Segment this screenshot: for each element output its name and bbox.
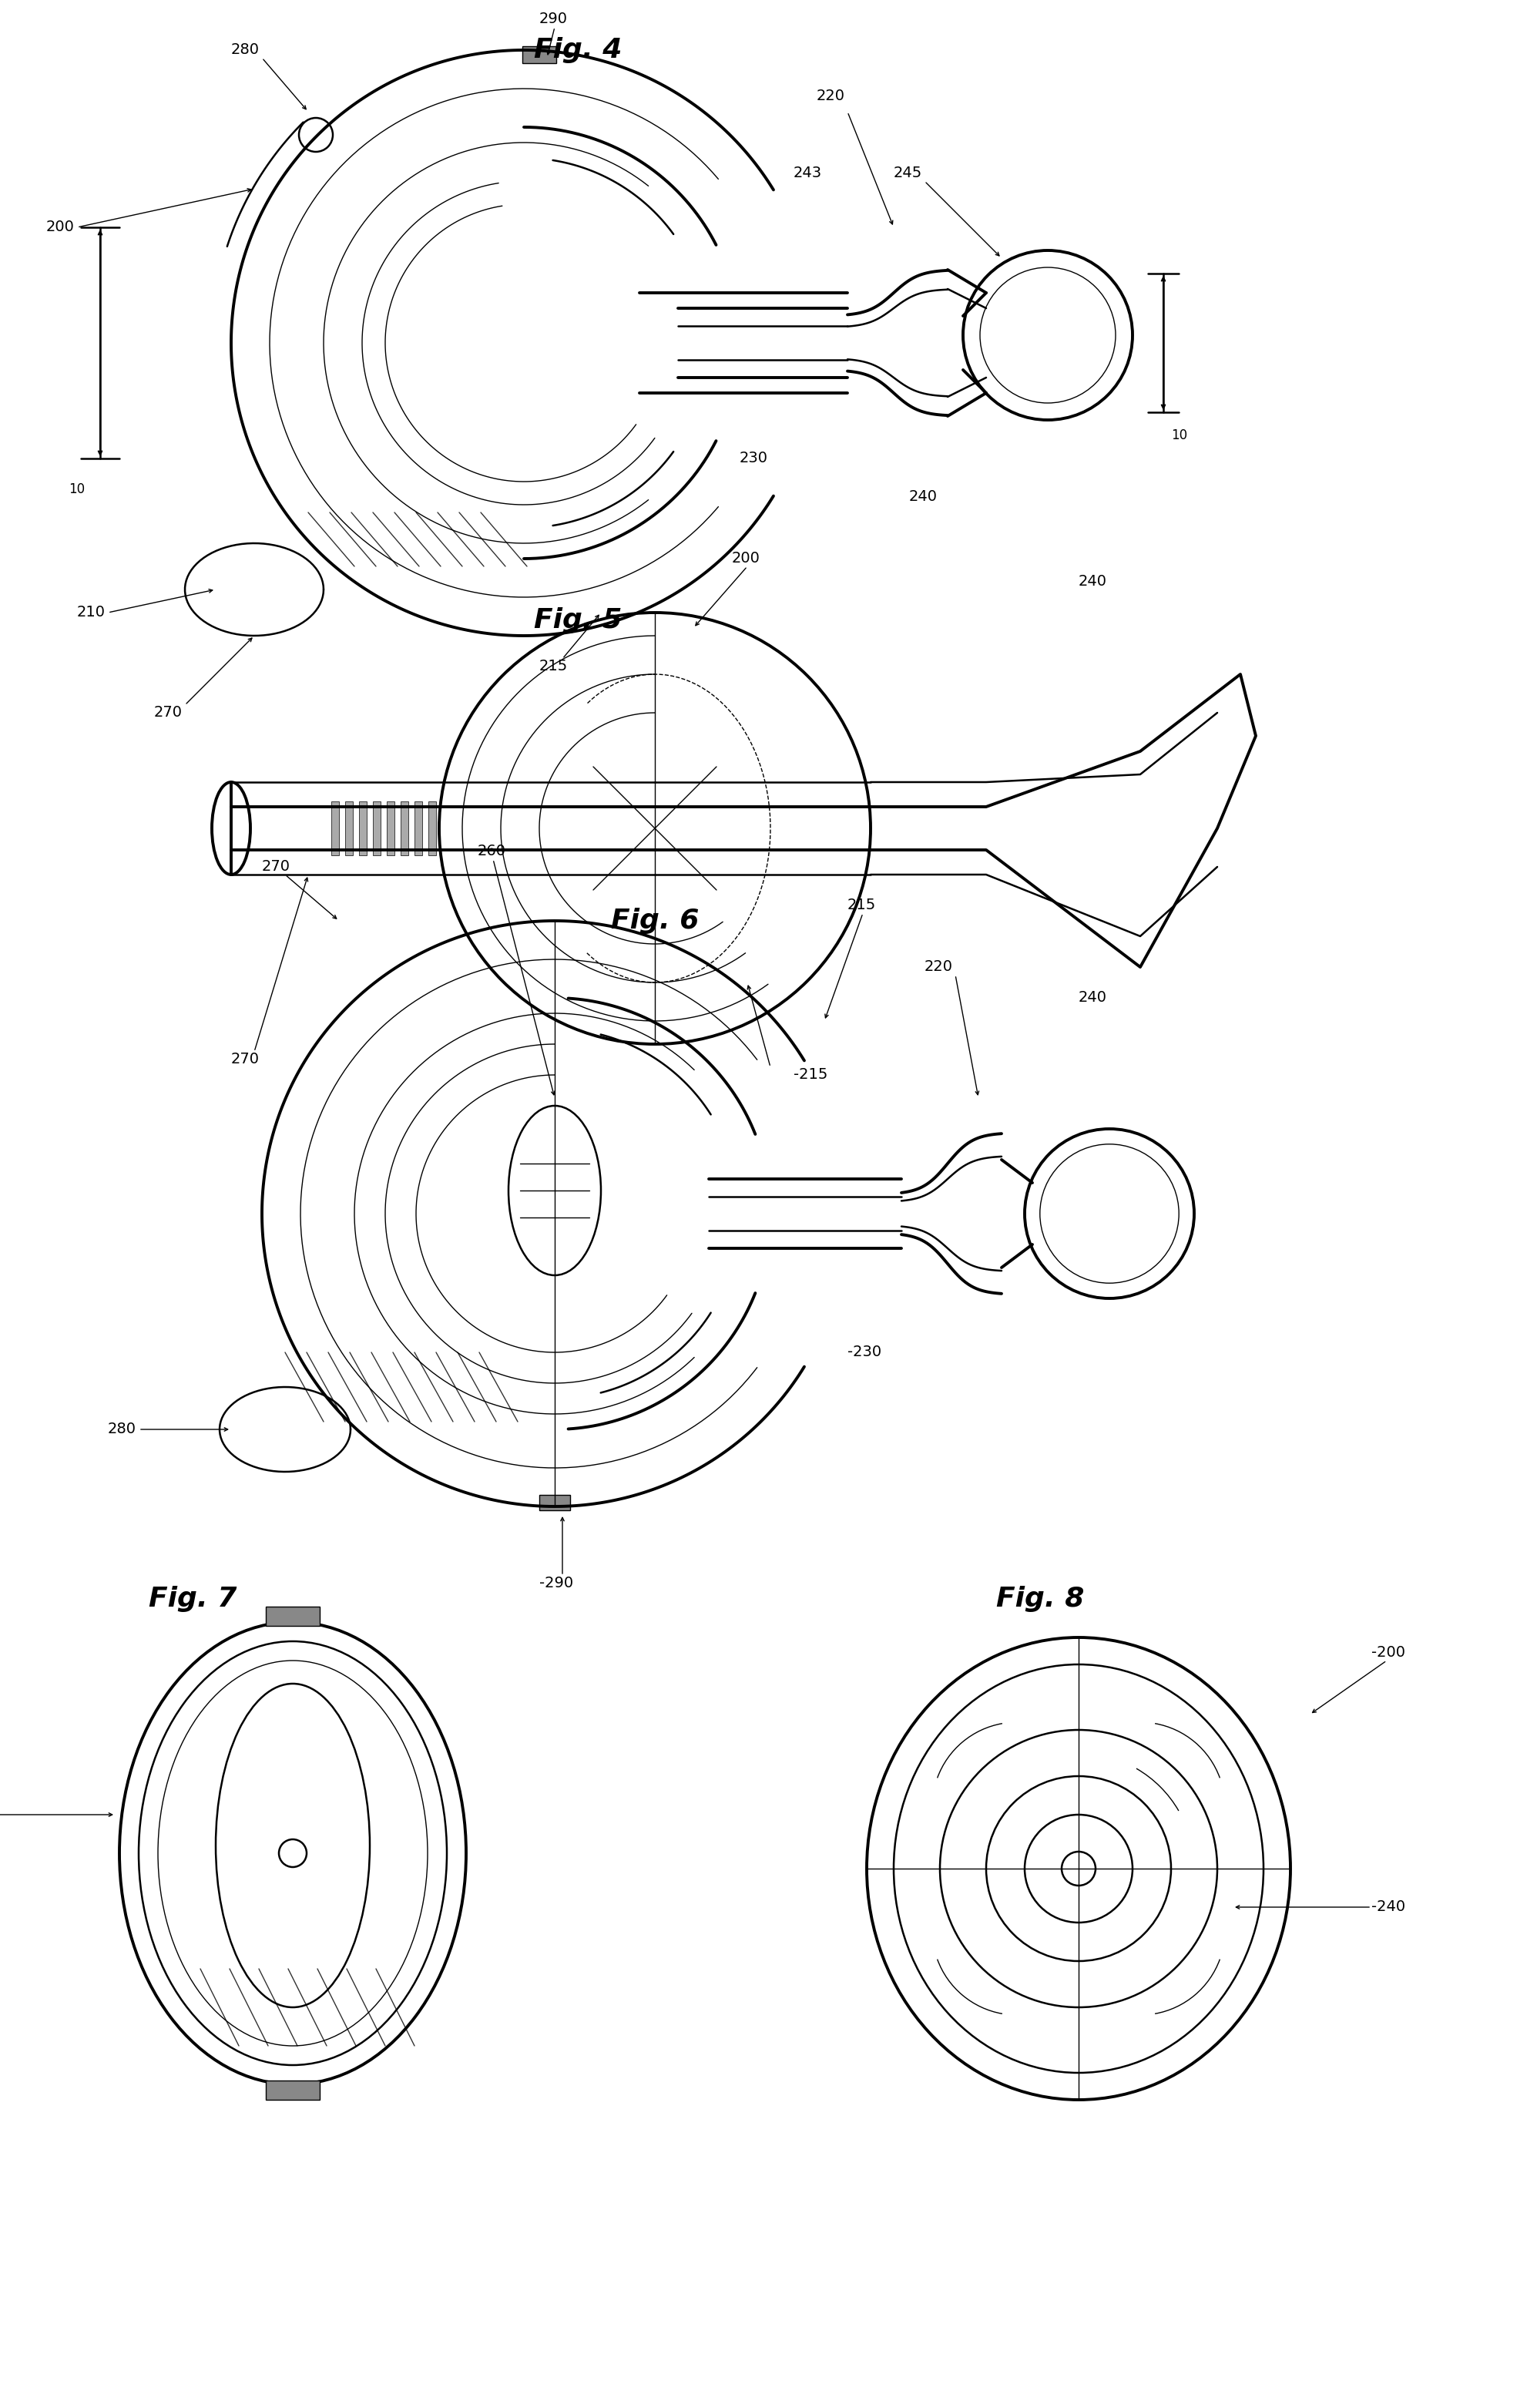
Text: 270: 270 bbox=[231, 1052, 260, 1067]
Bar bbox=[373, 802, 381, 855]
Text: -230: -230 bbox=[847, 1346, 881, 1361]
Bar bbox=[387, 802, 395, 855]
Bar bbox=[266, 2081, 320, 2100]
Bar bbox=[346, 802, 354, 855]
Text: -240: -240 bbox=[1371, 1900, 1405, 1914]
Bar bbox=[360, 802, 367, 855]
Text: 220: 220 bbox=[816, 89, 845, 104]
Text: 280: 280 bbox=[108, 1423, 137, 1438]
Bar bbox=[401, 802, 409, 855]
Text: 215: 215 bbox=[539, 660, 569, 674]
Text: -290: -290 bbox=[539, 1577, 573, 1592]
Text: Fig. 5: Fig. 5 bbox=[533, 607, 622, 633]
Text: 220: 220 bbox=[925, 961, 953, 975]
Text: 245: 245 bbox=[893, 166, 922, 181]
Bar bbox=[332, 802, 340, 855]
Text: 210: 210 bbox=[77, 604, 106, 619]
Bar bbox=[539, 1495, 570, 1510]
Text: 270: 270 bbox=[154, 706, 183, 720]
Text: 215: 215 bbox=[847, 898, 876, 913]
Text: 243: 243 bbox=[793, 166, 822, 181]
Text: Fig. 6: Fig. 6 bbox=[610, 908, 699, 934]
Text: -200: -200 bbox=[1371, 1645, 1405, 1659]
Bar bbox=[523, 46, 556, 63]
Text: -215: -215 bbox=[793, 1067, 828, 1081]
Text: 240: 240 bbox=[1079, 576, 1107, 590]
Text: 200: 200 bbox=[732, 551, 761, 566]
Text: 10: 10 bbox=[69, 482, 85, 496]
Text: Fig. 4: Fig. 4 bbox=[533, 36, 622, 63]
Text: 290: 290 bbox=[539, 12, 567, 26]
Text: 240: 240 bbox=[908, 489, 938, 503]
Text: 260: 260 bbox=[478, 845, 506, 860]
Text: 270: 270 bbox=[261, 860, 290, 874]
Text: 230: 230 bbox=[739, 450, 768, 465]
Text: 280: 280 bbox=[231, 43, 260, 58]
Text: 10: 10 bbox=[1171, 429, 1187, 443]
Bar bbox=[266, 1606, 320, 1625]
Text: 200: 200 bbox=[46, 219, 75, 234]
Bar bbox=[415, 802, 423, 855]
Text: Fig. 7: Fig. 7 bbox=[149, 1587, 237, 1611]
Text: Fig. 8: Fig. 8 bbox=[996, 1587, 1084, 1611]
Text: 240: 240 bbox=[1079, 990, 1107, 1004]
Bar bbox=[429, 802, 437, 855]
